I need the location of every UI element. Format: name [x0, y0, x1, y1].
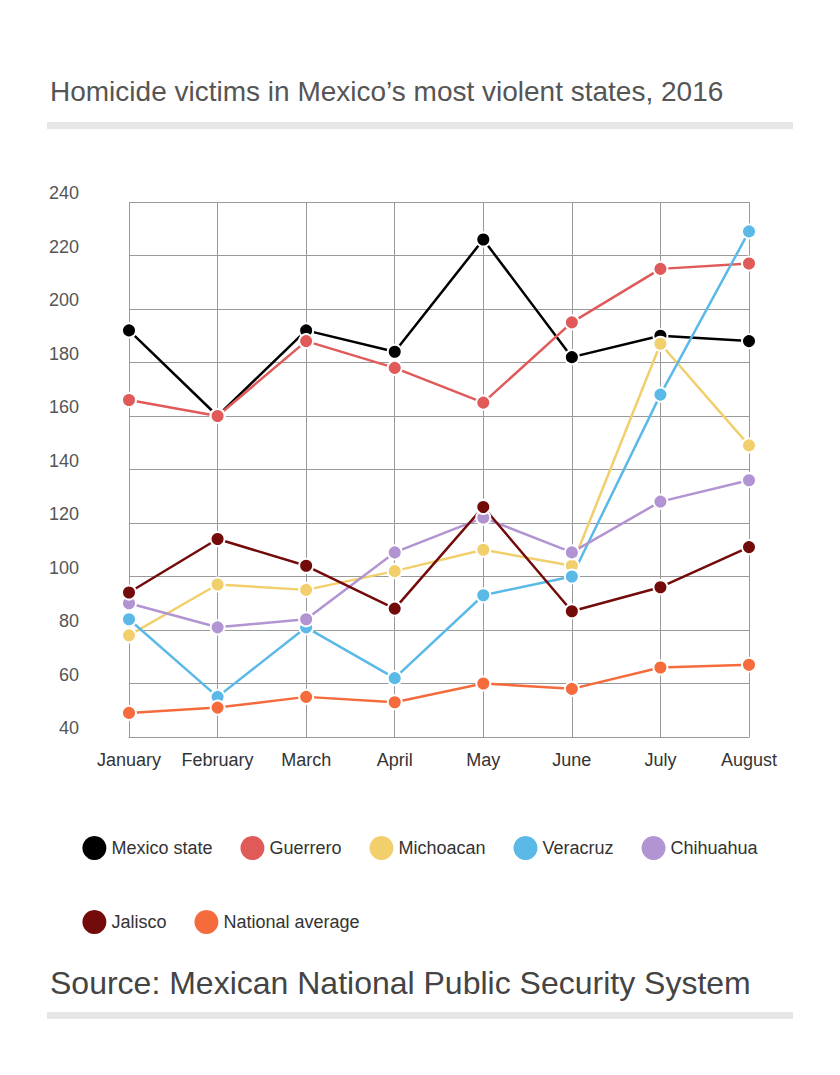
svg-text:Jalisco: Jalisco: [111, 912, 166, 932]
svg-text:160: 160: [49, 397, 79, 417]
svg-text:Source: Mexican National Publi: Source: Mexican National Public Security…: [50, 965, 751, 1001]
svg-text:60: 60: [59, 665, 79, 685]
svg-text:May: May: [466, 750, 500, 770]
svg-text:February: February: [182, 750, 254, 770]
svg-text:120: 120: [49, 504, 79, 524]
svg-text:40: 40: [59, 718, 79, 738]
svg-text:200: 200: [49, 290, 79, 310]
svg-text:April: April: [377, 750, 413, 770]
svg-text:Michoacan: Michoacan: [398, 838, 485, 858]
svg-text:80: 80: [59, 611, 79, 631]
svg-text:Homicide victims in Mexico’s m: Homicide victims in Mexico’s most violen…: [50, 76, 723, 107]
svg-text:Mexico state: Mexico state: [111, 838, 212, 858]
svg-text:220: 220: [49, 237, 79, 257]
svg-text:180: 180: [49, 344, 79, 364]
svg-text:June: June: [552, 750, 591, 770]
svg-text:Veracruz: Veracruz: [543, 838, 614, 858]
svg-text:March: March: [281, 750, 331, 770]
svg-text:July: July: [644, 750, 676, 770]
svg-text:January: January: [97, 750, 161, 770]
svg-text:Chihuahua: Chihuahua: [671, 838, 759, 858]
svg-text:100: 100: [49, 558, 79, 578]
svg-text:National average: National average: [223, 912, 359, 932]
svg-text:Guerrero: Guerrero: [269, 838, 341, 858]
svg-text:August: August: [721, 750, 777, 770]
svg-text:140: 140: [49, 451, 79, 471]
svg-text:240: 240: [49, 183, 79, 203]
